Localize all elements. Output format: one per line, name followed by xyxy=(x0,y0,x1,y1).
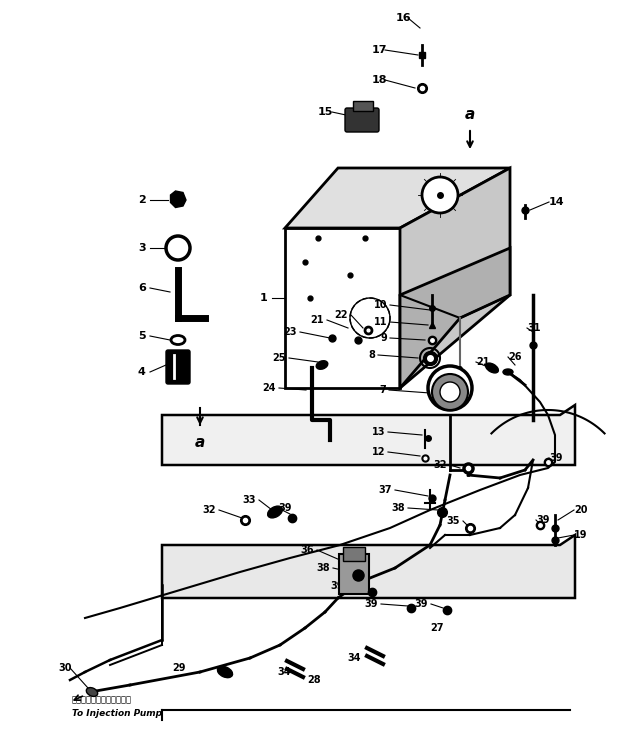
FancyBboxPatch shape xyxy=(339,554,369,594)
Text: 17: 17 xyxy=(372,45,387,55)
Circle shape xyxy=(440,382,460,402)
Text: 38: 38 xyxy=(391,503,405,513)
Text: 24: 24 xyxy=(262,383,276,393)
Text: 15: 15 xyxy=(318,107,334,117)
Polygon shape xyxy=(400,168,510,388)
Text: 38: 38 xyxy=(316,563,330,573)
Text: 10: 10 xyxy=(373,300,387,310)
Text: 34: 34 xyxy=(277,667,290,677)
Text: 21: 21 xyxy=(311,315,324,325)
Text: 26: 26 xyxy=(508,352,521,362)
Text: 22: 22 xyxy=(334,310,348,320)
Text: 27: 27 xyxy=(430,623,443,633)
Text: 35: 35 xyxy=(446,516,460,526)
Text: 28: 28 xyxy=(307,675,321,685)
Circle shape xyxy=(166,236,190,260)
Text: 33: 33 xyxy=(243,495,256,505)
FancyBboxPatch shape xyxy=(345,108,379,132)
Text: 18: 18 xyxy=(372,75,387,85)
Text: 39: 39 xyxy=(415,599,428,609)
Polygon shape xyxy=(162,535,575,598)
Text: 32: 32 xyxy=(202,505,216,515)
Text: 4: 4 xyxy=(138,367,146,377)
Text: 5: 5 xyxy=(138,331,145,341)
Text: 30: 30 xyxy=(58,663,72,673)
Ellipse shape xyxy=(86,688,98,697)
Circle shape xyxy=(432,374,468,410)
FancyBboxPatch shape xyxy=(343,547,365,561)
Ellipse shape xyxy=(171,335,185,344)
Text: 39: 39 xyxy=(278,503,292,513)
Text: 9: 9 xyxy=(380,333,387,343)
Polygon shape xyxy=(400,248,510,388)
Circle shape xyxy=(422,177,458,213)
Text: 3: 3 xyxy=(138,243,145,253)
Polygon shape xyxy=(170,191,186,208)
FancyBboxPatch shape xyxy=(166,350,190,384)
Text: 2: 2 xyxy=(138,195,145,205)
Text: 16: 16 xyxy=(396,13,412,23)
Text: 39: 39 xyxy=(549,453,563,463)
Polygon shape xyxy=(285,168,510,228)
Text: 23: 23 xyxy=(284,327,297,337)
Text: 14: 14 xyxy=(549,197,565,207)
Ellipse shape xyxy=(316,361,328,370)
Text: 32: 32 xyxy=(433,460,447,470)
Text: 22: 22 xyxy=(450,366,464,376)
Text: インジェクションポンプへ: インジェクションポンプへ xyxy=(72,695,132,704)
Text: 31: 31 xyxy=(527,323,540,333)
Text: 6: 6 xyxy=(138,283,146,293)
Text: 36: 36 xyxy=(300,545,314,555)
Ellipse shape xyxy=(486,363,498,373)
Ellipse shape xyxy=(503,369,513,375)
Text: 39: 39 xyxy=(365,599,378,609)
Text: 37: 37 xyxy=(378,485,392,495)
Text: 34: 34 xyxy=(347,653,360,663)
Ellipse shape xyxy=(217,666,233,677)
Text: 39: 39 xyxy=(536,515,550,525)
Circle shape xyxy=(428,366,472,410)
Text: 39: 39 xyxy=(331,581,344,591)
Text: a: a xyxy=(465,107,475,122)
Text: 1: 1 xyxy=(260,293,268,303)
Polygon shape xyxy=(285,228,400,388)
Text: 29: 29 xyxy=(173,663,186,673)
Text: 11: 11 xyxy=(373,317,387,327)
Text: 12: 12 xyxy=(371,447,385,457)
Text: 13: 13 xyxy=(371,427,385,437)
Text: 8: 8 xyxy=(368,350,375,360)
Text: 21: 21 xyxy=(476,357,490,367)
Text: 19: 19 xyxy=(574,530,587,540)
Text: a: a xyxy=(195,435,205,450)
Polygon shape xyxy=(162,405,575,465)
Ellipse shape xyxy=(267,506,282,518)
FancyBboxPatch shape xyxy=(353,101,373,111)
Text: To Injection Pump: To Injection Pump xyxy=(72,709,162,718)
Text: 7: 7 xyxy=(379,385,386,395)
Text: 20: 20 xyxy=(574,505,587,515)
Text: 25: 25 xyxy=(272,353,286,363)
